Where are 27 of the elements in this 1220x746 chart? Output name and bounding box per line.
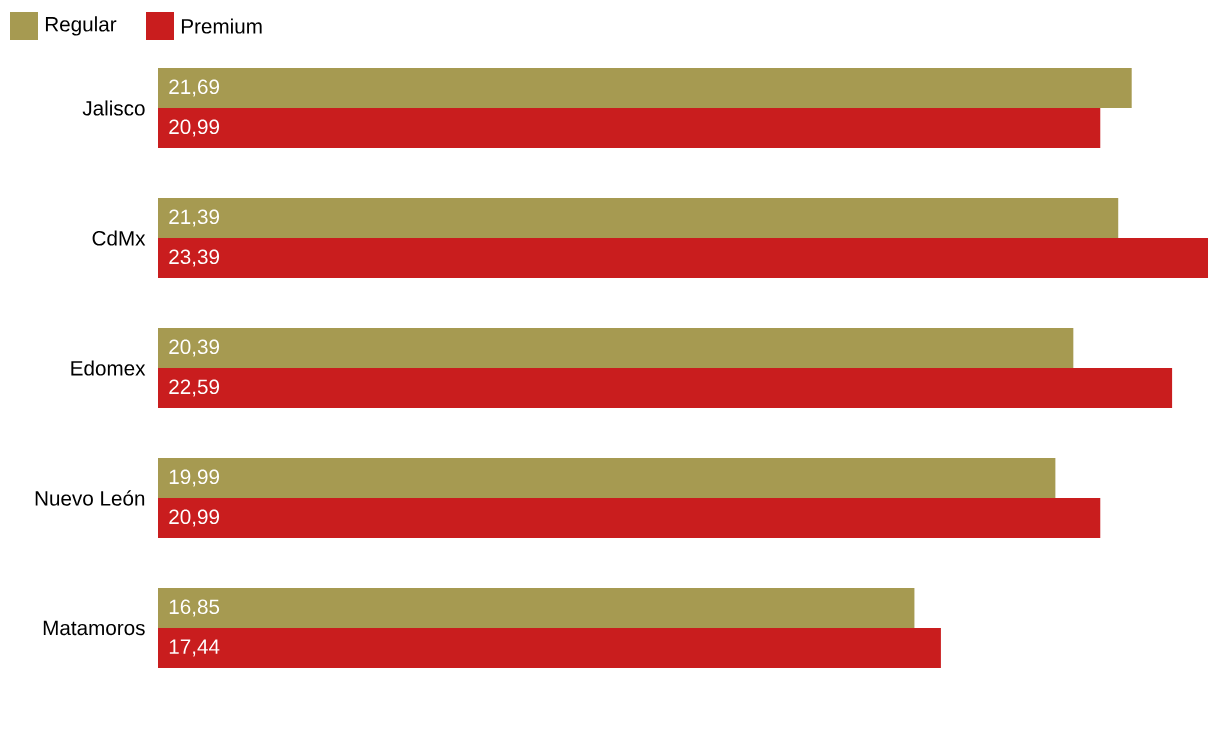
bar bbox=[158, 368, 1173, 408]
legend-label: Premium bbox=[181, 18, 262, 34]
bar bbox=[158, 588, 915, 629]
y-tick-label: Matamoros bbox=[43, 620, 145, 636]
bar bbox=[158, 628, 941, 669]
y-tick-label: Nuevo León bbox=[35, 490, 145, 506]
data-label: 21,69 bbox=[169, 79, 219, 97]
bar bbox=[158, 197, 1119, 238]
data-label: 20,39 bbox=[169, 339, 219, 357]
y-tick-label: CdMx bbox=[92, 230, 146, 246]
bar bbox=[158, 498, 1101, 538]
data-label: 21,39 bbox=[169, 209, 219, 227]
legend-label: Regular bbox=[45, 16, 117, 36]
data-label: 23,39 bbox=[169, 249, 219, 267]
bar bbox=[158, 67, 1132, 108]
y-tick-label: Edomex bbox=[71, 360, 146, 376]
data-label: 16,85 bbox=[169, 599, 220, 617]
data-label: 17,44 bbox=[169, 639, 220, 657]
data-label: 19,99 bbox=[169, 469, 219, 487]
data-label: 20,99 bbox=[169, 509, 219, 527]
bar bbox=[158, 458, 1056, 498]
data-label: 22,59 bbox=[169, 379, 219, 397]
bar bbox=[158, 238, 1209, 278]
bar bbox=[158, 108, 1101, 148]
y-tick-label: Jalisco bbox=[82, 100, 145, 116]
data-label: 20,99 bbox=[169, 119, 219, 137]
bar bbox=[158, 328, 1074, 368]
